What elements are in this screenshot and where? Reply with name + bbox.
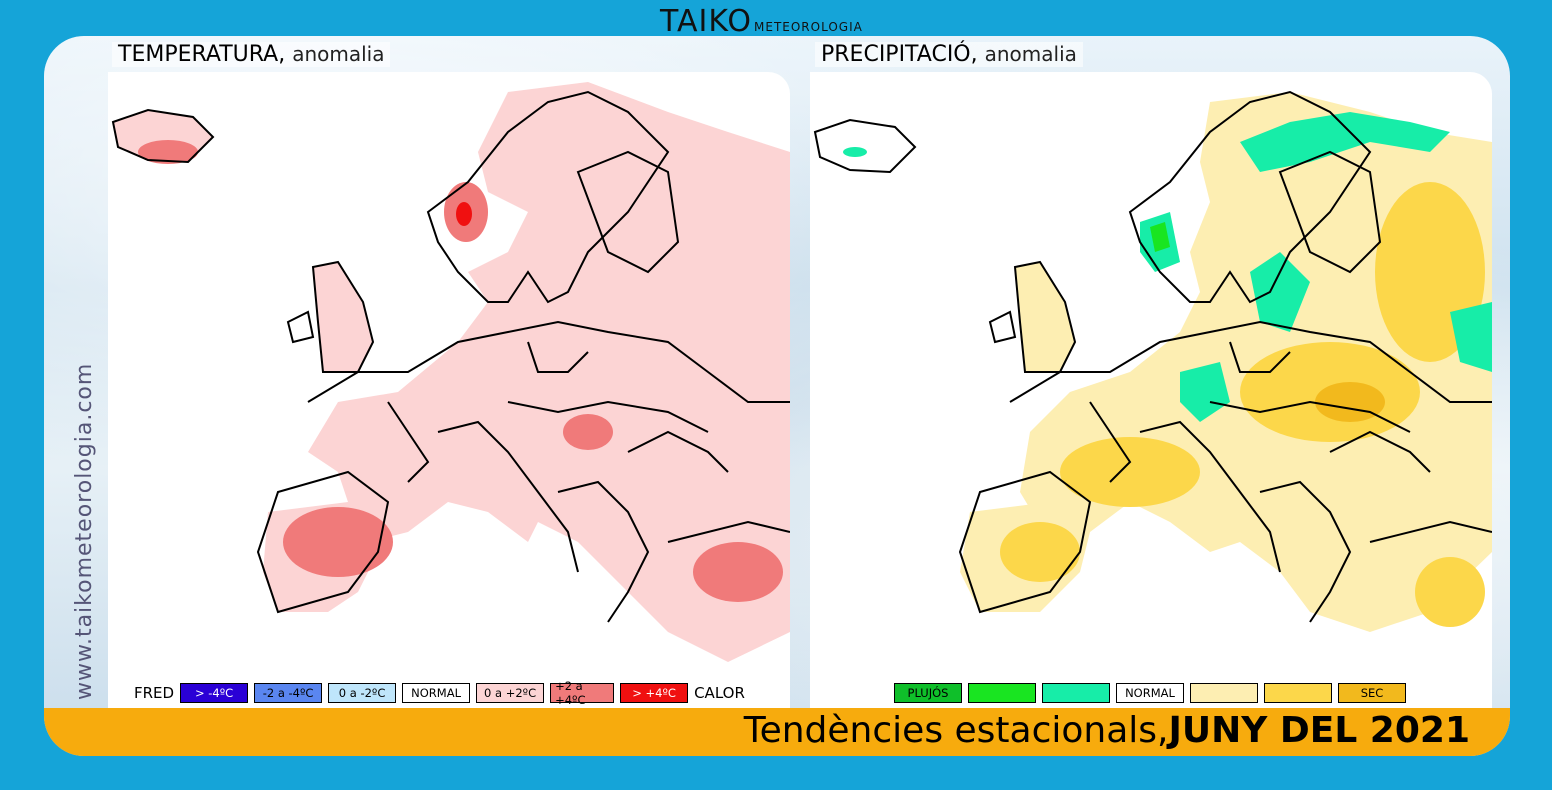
brand-suffix: METEOROLOGIA — [754, 20, 863, 34]
precipitation-subtitle: anomalia — [985, 42, 1077, 66]
precipitation-title-text: PRECIPITACIÓ, — [821, 42, 978, 67]
precip-dry-core-6 — [1315, 382, 1385, 422]
precipitation-map-svg — [810, 72, 1492, 712]
precip-dry-core-3 — [1060, 437, 1200, 507]
temperature-legend-chips: > -4ºC -2 a -4ºC 0 a -2ºC NORMAL 0 a +2ºC +2 … — [180, 683, 688, 703]
temperature-legend-chip-6: +2 a +4ºC — [550, 683, 614, 703]
precipitation-legend-chip-1: PLUJÓS — [894, 683, 962, 703]
temp-core-balkans — [563, 414, 613, 450]
precipitation-legend-chip-3 — [1042, 683, 1110, 703]
temperature-map — [108, 72, 790, 712]
temperature-title: TEMPERATURA, anomalia — [112, 42, 390, 67]
temp-core-iberia — [283, 507, 393, 577]
precip-dry-light — [1020, 92, 1492, 632]
temperature-legend-chip-5: 0 a +2ºC — [476, 683, 544, 703]
website-url: www.taikometeorologia.com — [72, 363, 97, 700]
precipitation-legend-chip-4: NORMAL — [1116, 683, 1184, 703]
precip-wet-iceland — [843, 147, 867, 157]
precip-dry-core-5 — [1415, 557, 1485, 627]
temperature-legend-chip-3: 0 a -2ºC — [328, 683, 396, 703]
footer-title: Tendències estacionals,JUNY DEL 2021 — [744, 710, 1470, 751]
temp-core-norway-max — [456, 202, 472, 226]
temperature-legend: FRED > -4ºC -2 a -4ºC 0 a -2ºC NORMAL 0 a +2… — [134, 682, 745, 704]
precipitation-legend: PLUJÓS NORMAL SEC — [894, 682, 1406, 704]
brand-name: TAIKO — [660, 4, 752, 39]
temp-core-turkey — [693, 542, 783, 602]
temperature-map-svg — [108, 72, 790, 712]
temperature-legend-chip-4: NORMAL — [402, 683, 470, 703]
footer-text: Tendències estacionals, — [744, 710, 1169, 751]
precipitation-legend-chip-2 — [968, 683, 1036, 703]
temperature-subtitle: anomalia — [292, 42, 384, 66]
precip-dry-core-4 — [1000, 522, 1080, 582]
temperature-legend-chip-1: > -4ºC — [180, 683, 248, 703]
precipitation-legend-chip-7: SEC — [1338, 683, 1406, 703]
temperature-title-text: TEMPERATURA, — [118, 42, 285, 67]
legend-cold-label: FRED — [134, 684, 174, 702]
precipitation-map — [810, 72, 1492, 712]
precipitation-legend-chips: PLUJÓS NORMAL SEC — [894, 683, 1406, 703]
temperature-legend-chip-7: > +4ºC — [620, 683, 688, 703]
precipitation-legend-chip-5 — [1190, 683, 1258, 703]
precipitation-legend-chip-6 — [1264, 683, 1332, 703]
brand-logo: TAIKO METEOROLOGIA — [660, 4, 863, 39]
footer-bold-text: JUNY DEL 2021 — [1169, 710, 1471, 751]
temperature-legend-chip-2: -2 a -4ºC — [254, 683, 322, 703]
precipitation-title: PRECIPITACIÓ, anomalia — [815, 42, 1083, 67]
legend-warm-label: CALOR — [694, 684, 745, 702]
